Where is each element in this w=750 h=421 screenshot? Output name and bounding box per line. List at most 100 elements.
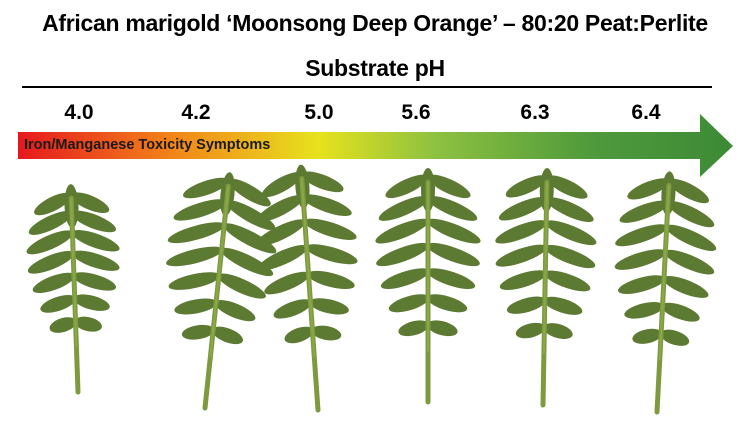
leaflet [264, 271, 310, 295]
leaflet [619, 200, 669, 223]
leaflet [49, 317, 77, 333]
leaflet [72, 272, 117, 291]
leaflet [543, 323, 573, 339]
leaflet [305, 244, 358, 265]
leaflet [398, 320, 430, 337]
leaflet [545, 220, 597, 246]
leaflet [546, 175, 588, 199]
leaflet [284, 326, 314, 344]
leaflet [426, 268, 476, 290]
ph-label-4-2: 4.2 [181, 101, 211, 124]
arrow-shape [18, 114, 733, 177]
leaflet [615, 224, 668, 247]
leaflet [166, 246, 223, 267]
leaf-ph-4-2 [166, 172, 277, 411]
leaflet [183, 177, 229, 199]
leaflet [32, 272, 75, 294]
leaflet [375, 218, 429, 244]
leaflet [427, 242, 480, 267]
leaflet [217, 273, 266, 299]
leaflet [226, 200, 276, 231]
leaflet [173, 199, 228, 221]
leaflet [427, 196, 478, 221]
leaflet [426, 320, 458, 337]
leaflet [376, 242, 429, 267]
leaflet [627, 178, 670, 200]
leaflet [380, 268, 430, 290]
leaflet [544, 270, 591, 292]
leaflet [385, 174, 429, 199]
leaflet [40, 294, 76, 313]
leaflet [261, 172, 302, 198]
leaflet [255, 219, 306, 247]
leaflet [543, 296, 583, 315]
leaflet [505, 175, 548, 198]
leaflet [309, 298, 349, 315]
leaf-ph-6-3 [495, 168, 597, 408]
leaflet [174, 298, 218, 315]
leaflet [301, 171, 344, 193]
leaflet [664, 249, 715, 275]
leaf-ph-5-0 [255, 164, 358, 413]
leaf-ph-5-6 [375, 168, 481, 405]
ph-label-6-4: 6.4 [631, 101, 661, 124]
leaflet [495, 244, 547, 267]
leaf-midvein [542, 182, 548, 354]
leaflet [544, 244, 596, 269]
leaflet [378, 196, 429, 221]
ph-gradient-arrow [18, 114, 733, 177]
leaf-midvein [658, 185, 670, 360]
leaflet [506, 296, 546, 314]
leaf-midvein [70, 198, 78, 348]
leaflet [212, 326, 244, 345]
leaflet [71, 229, 120, 252]
leaflet [168, 272, 221, 290]
leaf-midvein [300, 178, 316, 357]
leaflet [214, 300, 256, 322]
leaflet [71, 210, 116, 233]
leaflet [499, 270, 547, 291]
leaflet [73, 294, 110, 311]
ph-label-5-6: 5.6 [401, 101, 431, 124]
leaflet [388, 294, 430, 313]
chart-title: African marigold ‘Moonsong Deep Orange’ … [42, 10, 708, 36]
leaflet [228, 178, 271, 207]
leaflet [307, 270, 355, 290]
leaflet [258, 244, 308, 271]
ph-label-5-0: 5.0 [304, 101, 334, 124]
leaflet [427, 174, 471, 199]
leaflet [660, 329, 690, 346]
leaf-ph-4-0 [26, 184, 120, 395]
leaflet [72, 250, 120, 271]
leaflet [26, 230, 74, 255]
leaflet [74, 316, 102, 332]
leaflet [624, 301, 664, 319]
leaflet [665, 224, 717, 251]
leaflet [498, 197, 547, 221]
leaflet [662, 275, 709, 298]
toxicity-symptoms-label: Iron/Manganese Toxicity Symptoms [24, 137, 271, 153]
leaflet [273, 299, 312, 319]
leaflet [515, 322, 546, 339]
leaflet [70, 192, 110, 214]
leaf-ph-6-4 [614, 171, 717, 415]
leaflet [614, 249, 667, 270]
leaflet [304, 218, 357, 240]
leaflet [546, 197, 594, 223]
leaflet [632, 328, 663, 344]
leaflet [426, 294, 468, 313]
subtitle-substrate-ph: Substrate pH [305, 55, 445, 81]
leaflet [668, 178, 710, 204]
leaflet [302, 194, 352, 217]
leaflet [311, 325, 342, 341]
leaflet [34, 192, 72, 216]
leaflet [181, 324, 215, 340]
ph-label-4-0: 4.0 [64, 101, 94, 124]
leaflet [667, 201, 715, 228]
leaflet [495, 220, 547, 244]
leaflet [257, 195, 304, 222]
leaflet [661, 302, 700, 322]
leaflet [28, 210, 73, 235]
title-divider-line [22, 86, 712, 88]
